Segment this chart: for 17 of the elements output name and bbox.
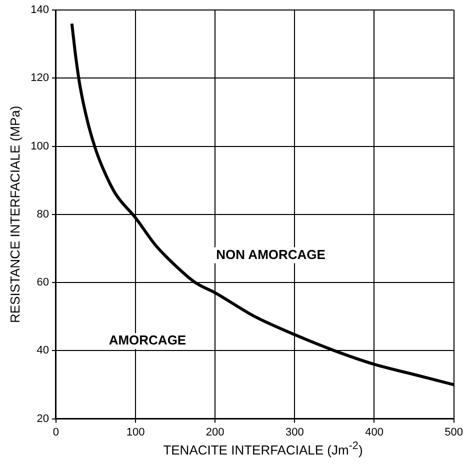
x-tick-label: 500 [444, 426, 464, 438]
y-tick-label: 120 [30, 72, 49, 84]
y-tick-label: 40 [36, 344, 49, 357]
x-axis-title: TENACITE INTERFACIALE (Jm$^{-2}$) [162, 440, 364, 458]
x-tick-label: 0 [52, 426, 60, 438]
y-tick-label: 80 [36, 208, 49, 220]
y-tick-label: 60 [36, 276, 49, 289]
x-tick-label: 100 [126, 426, 145, 438]
annotation: NON AMORCAGE [216, 246, 326, 262]
y-axis-title: RESISTANCE INTERFACIALE (MPa) [7, 106, 22, 323]
annotation: AMORCAGE [108, 332, 186, 348]
x-tick-label: 200 [206, 426, 224, 438]
y-tick-label: 140 [30, 4, 49, 16]
y-tick-label: 20 [36, 412, 49, 425]
x-tick-label: 400 [365, 426, 384, 438]
y-tick-label: 100 [30, 140, 49, 152]
x-tick-label: 300 [285, 426, 304, 438]
